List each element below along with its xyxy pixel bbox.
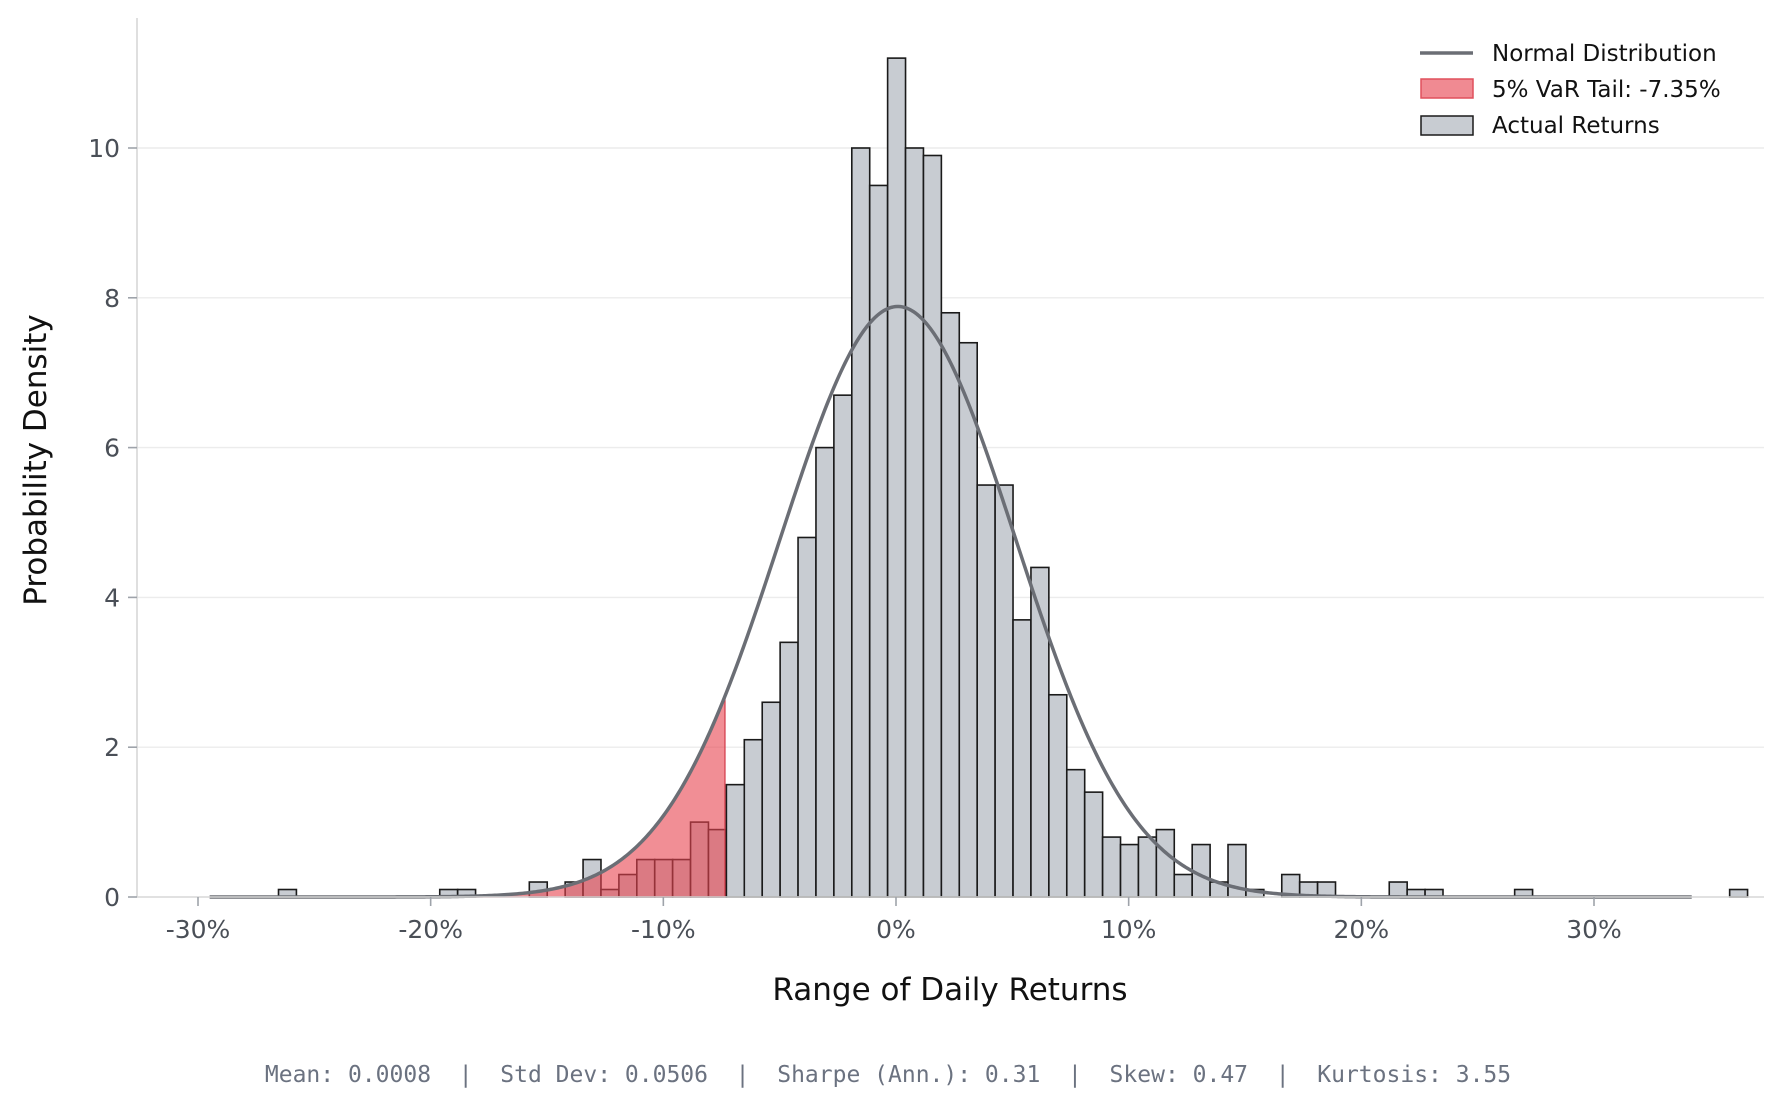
histogram-bar [1728, 888, 1749, 898]
histogram-bar [994, 484, 1014, 898]
histogram-bar [940, 311, 961, 898]
histogram-bar [958, 341, 979, 898]
legend-label-normal: Normal Distribution [1492, 41, 1717, 67]
histogram-bar [761, 701, 781, 898]
histogram-bar [1048, 693, 1068, 898]
histogram-bar [743, 738, 764, 898]
x-tick-label: 30% [1566, 915, 1622, 944]
legend-label-actual-returns: Actual Returns [1492, 113, 1660, 139]
var-tail-area [209, 695, 726, 898]
x-axis-title: Range of Daily Returns [772, 972, 1127, 1008]
axes-layer [136, 18, 1764, 898]
histogram-bar [1388, 881, 1408, 898]
x-tick-label: -20% [398, 915, 463, 944]
y-tick-label: 4 [104, 583, 120, 612]
histogram-bar [1155, 828, 1176, 898]
histogram-bar [797, 536, 817, 898]
legend: Normal Distribution 5% VaR Tail: -7.35% … [1420, 41, 1721, 139]
ticks-layer: -30% -20% -10% 0% 10% 20% 30% 0 2 4 6 8 10 [88, 134, 1622, 944]
var-tail-layer [209, 695, 726, 898]
histogram-bar [1012, 619, 1032, 898]
histogram-bar [1101, 836, 1122, 898]
y-tick-label: 10 [88, 134, 120, 163]
y-tick-label: 0 [104, 883, 120, 912]
histogram-bar [904, 147, 925, 898]
histogram-bar [850, 147, 871, 898]
stats-footer: Mean: 0.0008 | Std Dev: 0.0506 | Sharpe … [265, 1062, 1511, 1088]
y-axis-title: Probability Density [18, 314, 54, 606]
x-tick-label: 0% [876, 915, 916, 944]
y-tick-label: 8 [104, 284, 120, 313]
x-tick-label: 20% [1334, 915, 1390, 944]
x-tick-label: 10% [1101, 915, 1157, 944]
legend-label-var-tail: 5% VaR Tail: -7.35% [1492, 77, 1721, 103]
histogram-bar [725, 783, 746, 898]
x-tick-label: -10% [631, 915, 696, 944]
x-tick-label: -30% [166, 915, 231, 944]
histogram-bar [976, 484, 996, 898]
histogram-bar [1137, 836, 1158, 898]
histogram-bar [868, 184, 889, 898]
histogram-bar [833, 394, 853, 898]
histogram-bar [1083, 791, 1104, 898]
histogram-bar [1065, 768, 1086, 898]
legend-patch-var-tail [1420, 78, 1474, 99]
histogram-bar [815, 446, 835, 898]
histogram-bar [886, 57, 907, 898]
y-tick-label: 6 [104, 434, 120, 463]
histogram-bar [779, 641, 799, 898]
bars-layer [277, 57, 1749, 898]
y-tick-label: 2 [104, 733, 120, 762]
histogram-bar [1119, 843, 1140, 898]
histogram-bar [1173, 873, 1193, 898]
legend-patch-actual-returns [1420, 115, 1474, 136]
histogram-bar [922, 154, 943, 898]
